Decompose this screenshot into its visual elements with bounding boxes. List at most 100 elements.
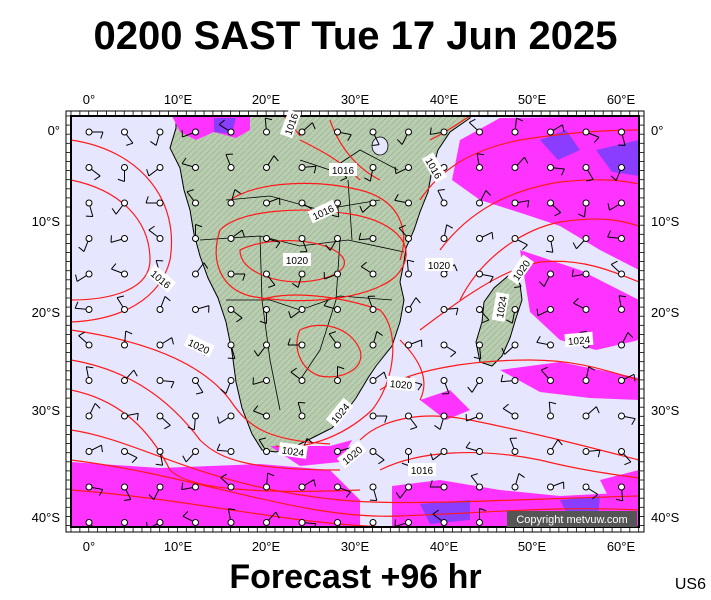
wind-barb-station-icon — [263, 117, 273, 136]
wind-barb-station-icon — [156, 337, 174, 349]
isobar-label: 1024 — [564, 331, 594, 348]
wind-barb-station-icon — [369, 371, 387, 384]
wind-barb-station-icon — [359, 199, 377, 213]
isobar-label: 1020 — [283, 253, 311, 267]
wind-barb-station-icon — [509, 437, 519, 455]
lat-label: 10°S — [32, 214, 61, 229]
svg-text:1024: 1024 — [495, 295, 510, 319]
wind-barb-station-icon — [85, 444, 103, 455]
wind-barb-station-icon — [610, 164, 625, 181]
wind-barb-station-icon — [540, 366, 554, 384]
country-borders — [199, 149, 405, 411]
wind-barb-station-icon — [192, 305, 210, 313]
wind-barb-station-icon — [511, 156, 529, 171]
isobar-label: 1024 — [491, 291, 510, 322]
wind-barb-station-icon — [572, 235, 590, 250]
lat-label: 0° — [651, 123, 663, 138]
lat-label: 40°S — [32, 510, 61, 525]
wind-barb-station-icon — [476, 306, 490, 324]
wind-barb-station-icon — [85, 403, 101, 420]
wind-barb-station-icon — [298, 164, 317, 174]
wind-barb-station-icon — [292, 270, 306, 288]
wind-barb-station-icon — [536, 336, 554, 349]
wind-barb-station-icon — [181, 482, 199, 491]
region-code: US6 — [674, 576, 706, 593]
lake-victoria — [371, 136, 389, 156]
wind-barb-station-icon — [334, 519, 341, 527]
wind-barb-station-icon — [85, 483, 104, 496]
wind-barb-station-icon — [465, 441, 483, 455]
longitude-labels-top: 0° 10°E 20°E 30°E 40°E 50°E 60°E — [83, 92, 636, 107]
wind-barb-station-icon — [501, 341, 519, 355]
wind-barb-station-icon — [290, 367, 306, 384]
wind-barb-station-icon — [398, 224, 412, 242]
wind-barb-station-icon — [323, 299, 341, 313]
wind-barb-station-icon — [511, 473, 525, 491]
wind-barb-station-icon — [467, 377, 483, 393]
wind-barb-station-icon — [440, 306, 459, 316]
wind-barb-station-icon — [618, 412, 636, 425]
wind-barb-station-icon — [511, 235, 528, 251]
wind-barb-station-icon — [298, 122, 316, 136]
wind-barb-station-icon — [405, 297, 421, 313]
wind-barb-station-icon — [506, 306, 519, 324]
wind-barb-station-icon — [618, 128, 626, 147]
wind-barb-station-icon — [192, 262, 209, 278]
lon-label: 50°E — [518, 539, 547, 554]
wind-barb-station-icon — [297, 402, 306, 420]
wind-barb-station-icon — [287, 338, 306, 349]
lon-label: 30°E — [341, 92, 370, 107]
lon-label: 40°E — [430, 92, 459, 107]
lat-label: 0° — [48, 123, 60, 138]
wind-barb-station-icon — [618, 295, 627, 313]
wind-barb-station-icon — [220, 473, 235, 491]
wind-barb-station-icon — [582, 366, 595, 384]
wind-barb-station-icon — [618, 332, 634, 349]
wind-barb-station-icon — [156, 377, 175, 389]
wind-barb-station-icon — [369, 519, 377, 527]
wind-barb-station-icon — [218, 119, 235, 136]
wind-barb-station-icon — [367, 295, 377, 313]
isobar-label: 1020 — [425, 258, 453, 272]
wind-barb-station-icon — [156, 412, 171, 430]
wind-barb-station-icon — [150, 128, 164, 146]
wind-barb-station-icon — [582, 448, 601, 458]
wind-barb-station-icon — [547, 164, 565, 176]
wind-barb-station-icon — [430, 448, 448, 461]
wind-barb-station-icon — [511, 199, 530, 208]
wind-barb-station-icon — [607, 199, 625, 211]
wind-barb-station-icon — [429, 480, 448, 491]
wind-barb-station-icon — [253, 341, 270, 357]
wind-barb-station-icon — [582, 483, 599, 500]
wind-barb-station-icon — [85, 128, 104, 139]
wind-barb-station-icon — [618, 448, 632, 466]
wind-barb-station-icon — [121, 448, 138, 463]
wind-barb-station-icon — [476, 270, 494, 283]
wind-barb-station-icon — [582, 164, 594, 182]
wind-barb-station-icon — [571, 269, 590, 278]
wind-barb-station-icon — [259, 306, 270, 324]
wind-barb-station-icon — [263, 155, 279, 171]
wind-barb-station-icon — [85, 519, 94, 527]
wind-barb-station-icon — [298, 479, 316, 491]
lon-label: 40°E — [430, 539, 459, 554]
lon-label: 0° — [83, 539, 95, 554]
wind-barb-station-icon — [577, 199, 590, 218]
wind-barb-station-icon — [227, 229, 245, 242]
svg-text:1020: 1020 — [428, 261, 451, 272]
isobar-labels: 1016 1016 1016 1016 1020 1020 1016 1020 … — [146, 109, 594, 477]
wind-barb-station-icon — [148, 225, 164, 242]
wind-barb-station-icon — [323, 270, 341, 280]
wind-barb-station-icon — [116, 295, 128, 313]
wind-barb-station-icon — [547, 199, 562, 217]
wind-barb-station-icon — [121, 128, 134, 146]
wind-barb-station-icon — [500, 374, 519, 384]
lon-label: 60°E — [607, 92, 636, 107]
svg-text:Copyright metvuw.com: Copyright metvuw.com — [516, 514, 627, 526]
wind-barb-station-icon — [465, 412, 483, 422]
wind-barb-station-icon — [182, 511, 199, 526]
madagascar-landmass — [475, 275, 523, 367]
wind-barb-station-icon — [121, 369, 138, 384]
wind-barb-station-icon — [85, 199, 94, 217]
svg-text:1016: 1016 — [332, 166, 355, 177]
